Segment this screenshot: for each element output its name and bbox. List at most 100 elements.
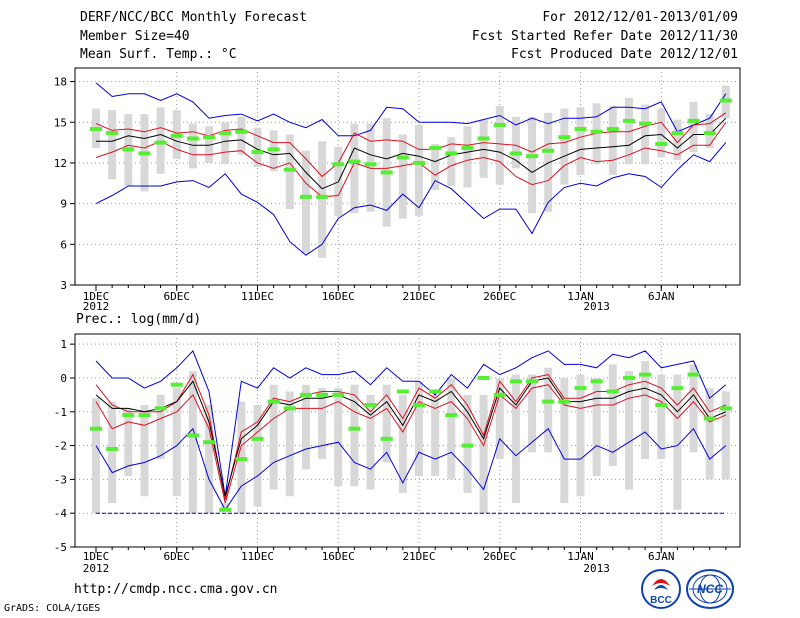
- y-tick-label: 0: [60, 372, 67, 385]
- median-marker: [203, 440, 216, 445]
- box-range-bar: [479, 119, 488, 178]
- box-range-bar: [92, 398, 100, 514]
- box-range-bar: [253, 405, 262, 507]
- median-marker: [299, 194, 312, 199]
- box-range-bar: [382, 384, 391, 463]
- x-tick-label: 21DEC: [402, 550, 435, 563]
- median-marker: [477, 136, 490, 141]
- box-range-bar: [205, 405, 214, 514]
- median-marker: [671, 131, 684, 136]
- median-marker: [606, 389, 619, 394]
- median-marker: [170, 133, 183, 138]
- y-tick-label: 12: [54, 157, 67, 170]
- box-range-bar: [237, 116, 246, 155]
- box-range-bar: [301, 384, 310, 470]
- box-range-bar: [398, 394, 407, 493]
- median-marker: [219, 507, 232, 512]
- y-tick-label: 9: [60, 198, 67, 211]
- median-marker: [558, 399, 571, 404]
- y-tick-label: 15: [54, 116, 67, 129]
- forecast-started-date: Fcst Started Refer Date 2012/11/30: [471, 29, 738, 44]
- box-range-bar: [721, 391, 730, 480]
- x-year-label: 2013: [583, 562, 610, 575]
- box-range-bar: [657, 374, 666, 460]
- lower-spread-line: [95, 122, 727, 198]
- x-tick-label: 11DEC: [241, 290, 274, 303]
- ensemble-mean-line: [95, 377, 726, 497]
- y-tick-label: -5: [54, 541, 67, 554]
- median-marker: [186, 433, 199, 438]
- y-tick-label: 18: [54, 76, 67, 89]
- y-tick-label: -1: [54, 406, 67, 419]
- median-marker: [106, 446, 119, 451]
- median-marker: [122, 413, 135, 418]
- lower-spread-line: [95, 384, 726, 504]
- median-marker: [445, 151, 458, 156]
- median-marker: [445, 413, 458, 418]
- median-marker: [542, 399, 555, 404]
- median-marker: [526, 379, 539, 384]
- box-range-bar: [334, 388, 343, 487]
- box-range-bar: [495, 105, 504, 185]
- x-tick-label: 1JAN: [567, 550, 594, 563]
- median-marker: [316, 194, 329, 199]
- median-marker: [493, 392, 506, 397]
- median-marker: [687, 372, 700, 377]
- box-range-bar: [511, 116, 520, 169]
- ensemble-mean-line: [96, 117, 727, 190]
- median-marker: [267, 147, 280, 152]
- median-marker: [622, 375, 635, 380]
- median-marker: [622, 118, 635, 123]
- median-marker: [493, 122, 506, 127]
- box-range-bar: [641, 361, 650, 460]
- median-marker: [461, 443, 474, 448]
- x-year-label: 2013: [583, 300, 610, 313]
- median-marker: [526, 154, 539, 159]
- box-range-bar: [447, 137, 456, 186]
- median-marker: [639, 372, 652, 377]
- upper-spread-line: [95, 112, 727, 178]
- box-range-bar: [140, 405, 149, 497]
- median-marker: [186, 136, 199, 141]
- box-range-bar: [495, 377, 504, 460]
- median-marker: [429, 389, 442, 394]
- median-marker: [509, 379, 522, 384]
- member-size: Member Size=40: [80, 29, 190, 44]
- box-range-bar: [576, 107, 585, 176]
- box-range-bar: [689, 101, 698, 153]
- source-url[interactable]: http://cmdp.ncc.cma.gov.cn: [74, 582, 278, 597]
- grads-credit: GrADS: COLA/IGES: [4, 603, 101, 614]
- median-marker: [348, 159, 361, 164]
- x-tick-label: 6DEC: [164, 550, 191, 563]
- box-range-bar: [447, 377, 456, 480]
- median-marker: [461, 146, 474, 151]
- box-range-bar: [156, 107, 165, 174]
- median-marker: [154, 406, 167, 411]
- median-marker: [106, 131, 119, 136]
- box-range-bar: [156, 394, 165, 460]
- y-tick-label: 6: [60, 238, 67, 251]
- median-marker: [509, 151, 522, 156]
- box-range-bar: [479, 394, 488, 514]
- median-marker: [671, 386, 684, 391]
- box-range-bar: [253, 127, 262, 168]
- median-marker: [380, 170, 393, 175]
- precip-title: Prec.: log(mm/d): [76, 312, 201, 327]
- x-tick-label: 1DEC: [83, 550, 110, 563]
- box-range-bar: [124, 408, 133, 476]
- x-year-label: 2012: [83, 562, 110, 575]
- x-tick-label: 6DEC: [164, 290, 191, 303]
- median-marker: [655, 141, 668, 146]
- median-marker: [413, 403, 425, 407]
- ncc-logo: NCC: [686, 569, 734, 609]
- x-tick-label: 6JAN: [648, 550, 675, 563]
- median-marker: [590, 379, 603, 384]
- y-tick-label: -2: [54, 440, 67, 453]
- median-marker: [639, 121, 652, 126]
- x-tick-label: 16DEC: [322, 290, 355, 303]
- box-range-bar: [318, 388, 327, 460]
- median-marker: [316, 392, 329, 397]
- box-range-bar: [544, 112, 553, 212]
- box-range-bar: [560, 108, 569, 185]
